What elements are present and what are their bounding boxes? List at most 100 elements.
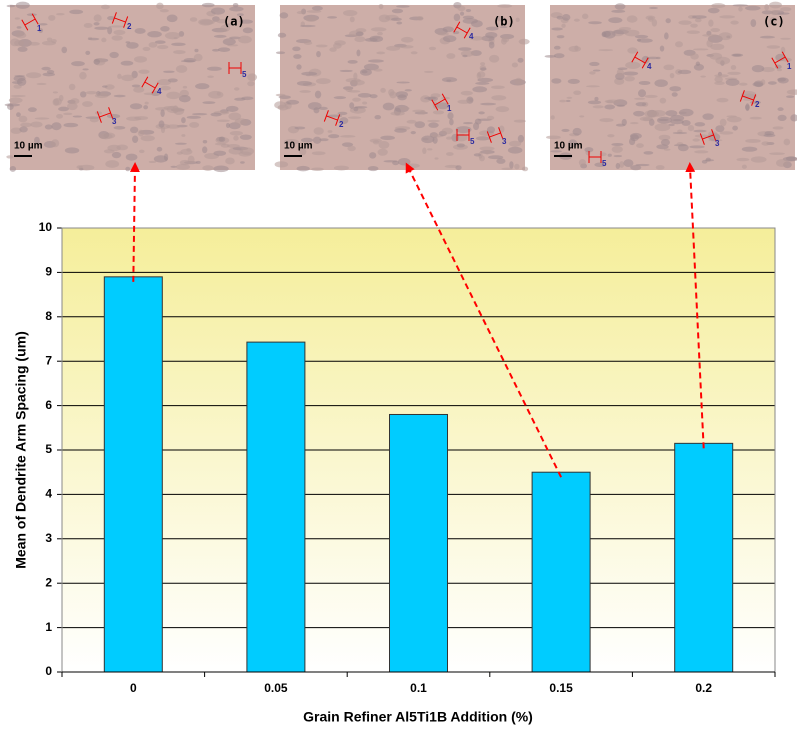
texture xyxy=(579,159,586,166)
texture xyxy=(180,149,192,155)
y-tick-label: 7 xyxy=(45,353,52,367)
y-tick-label: 8 xyxy=(45,309,52,323)
texture xyxy=(561,129,569,132)
texture xyxy=(95,93,109,98)
texture xyxy=(311,168,324,172)
marker-number: 1 xyxy=(447,104,452,113)
marker-number: 4 xyxy=(647,62,652,71)
texture xyxy=(304,41,312,45)
texture xyxy=(212,49,220,52)
texture xyxy=(663,64,674,70)
texture xyxy=(769,152,785,155)
texture xyxy=(160,9,169,12)
texture xyxy=(487,116,494,120)
texture xyxy=(397,94,407,100)
texture xyxy=(727,72,740,75)
texture xyxy=(166,92,180,99)
texture xyxy=(401,37,413,43)
bar xyxy=(390,414,448,672)
texture xyxy=(229,7,243,12)
texture xyxy=(213,151,226,156)
texture xyxy=(166,124,180,128)
texture xyxy=(688,125,694,131)
texture xyxy=(301,72,317,76)
texture xyxy=(17,26,22,29)
texture xyxy=(234,87,239,90)
texture xyxy=(692,138,699,141)
x-tick-label: 0.1 xyxy=(410,681,427,695)
marker-number: 2 xyxy=(127,22,132,31)
texture xyxy=(125,167,130,171)
texture xyxy=(14,40,24,46)
texture xyxy=(353,107,358,112)
texture xyxy=(292,46,300,51)
texture xyxy=(474,153,481,156)
texture xyxy=(491,95,506,100)
texture xyxy=(276,51,285,54)
texture xyxy=(678,20,691,24)
texture xyxy=(90,118,99,123)
y-tick-label: 2 xyxy=(45,575,52,589)
texture xyxy=(598,49,613,51)
texture xyxy=(559,100,566,103)
texture xyxy=(589,62,599,66)
texture xyxy=(15,17,20,19)
texture xyxy=(370,139,382,143)
scale-label: 10 µm xyxy=(554,141,583,152)
texture xyxy=(160,26,169,32)
texture xyxy=(9,97,23,103)
texture xyxy=(648,16,654,21)
texture xyxy=(346,78,361,82)
texture xyxy=(627,47,637,53)
texture xyxy=(608,154,612,157)
texture xyxy=(313,137,322,144)
texture xyxy=(672,92,678,97)
texture xyxy=(58,107,69,112)
texture xyxy=(18,47,28,52)
texture xyxy=(84,23,93,28)
texture xyxy=(579,115,584,117)
texture xyxy=(496,106,510,112)
texture xyxy=(443,26,454,32)
scale-label: 10 µm xyxy=(284,141,313,152)
texture xyxy=(457,143,465,147)
texture xyxy=(26,72,41,78)
texture xyxy=(147,31,162,37)
texture xyxy=(405,89,412,91)
x-tick-label: 0.15 xyxy=(549,681,573,695)
texture xyxy=(400,107,410,110)
texture xyxy=(156,3,164,10)
texture xyxy=(396,81,409,83)
texture xyxy=(710,28,720,32)
y-tick-label: 3 xyxy=(45,531,52,545)
texture xyxy=(56,13,65,15)
texture xyxy=(551,78,561,83)
texture xyxy=(617,105,625,107)
texture xyxy=(678,70,691,74)
texture xyxy=(141,135,155,141)
texture xyxy=(489,55,499,63)
texture xyxy=(463,18,478,24)
texture xyxy=(422,148,426,154)
texture xyxy=(85,51,90,55)
texture xyxy=(608,17,622,23)
texture xyxy=(479,155,485,161)
texture xyxy=(604,105,615,110)
texture xyxy=(398,158,410,166)
texture xyxy=(117,74,122,79)
texture xyxy=(603,31,615,39)
texture xyxy=(114,126,126,130)
texture xyxy=(480,103,496,106)
texture xyxy=(45,124,53,129)
texture xyxy=(485,151,490,155)
texture xyxy=(316,44,328,47)
texture xyxy=(63,113,72,115)
texture xyxy=(373,69,382,72)
marker-number: 1 xyxy=(787,62,792,71)
texture xyxy=(353,72,357,80)
texture xyxy=(51,122,61,130)
texture xyxy=(589,71,595,74)
texture xyxy=(105,160,119,168)
texture xyxy=(371,27,387,31)
texture xyxy=(53,98,62,105)
